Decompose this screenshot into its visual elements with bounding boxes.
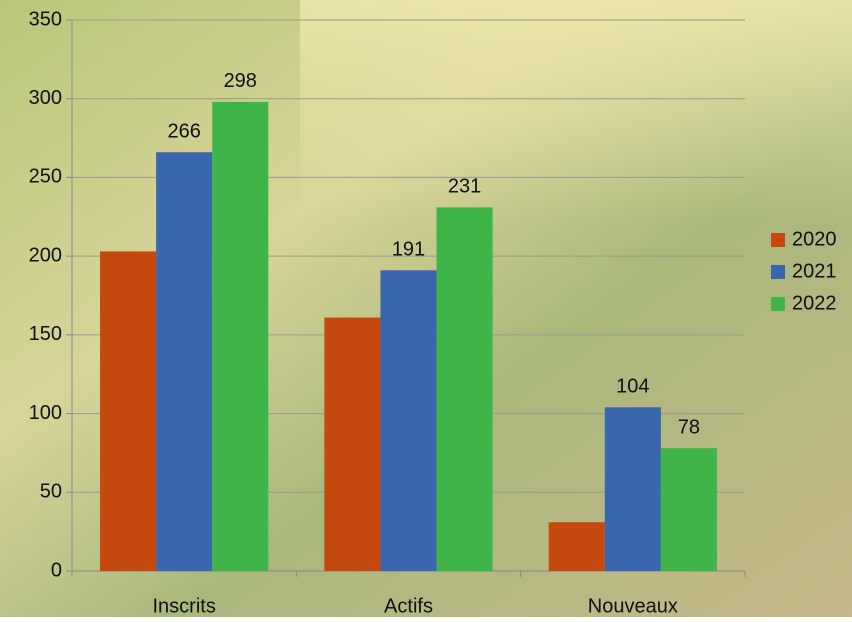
y-tick-label: 0 — [51, 559, 62, 581]
bar — [100, 251, 157, 572]
y-tick-label: 350 — [29, 8, 62, 30]
bar — [548, 522, 605, 571]
bar — [436, 207, 493, 571]
x-tick-label: Inscrits — [152, 595, 215, 617]
y-tick-label: 150 — [29, 323, 62, 345]
value-label: 231 — [448, 176, 481, 198]
y-tick-label: 200 — [29, 244, 62, 266]
value-label: 78 — [678, 416, 700, 438]
bar — [660, 448, 717, 571]
x-tick-label: Actifs — [384, 595, 433, 617]
value-label: 266 — [167, 121, 200, 143]
bar — [324, 317, 381, 571]
y-tick-label: 250 — [29, 166, 62, 188]
legend-label: 2020 — [792, 228, 837, 250]
bar — [212, 101, 269, 571]
value-label: 191 — [392, 239, 425, 261]
y-tick-label: 300 — [29, 87, 62, 109]
value-label: 298 — [224, 70, 257, 92]
legend-swatch — [771, 297, 785, 311]
x-tick-label: Nouveaux — [588, 595, 678, 617]
legend-label: 2022 — [792, 292, 837, 314]
legend-label: 2021 — [792, 260, 837, 282]
y-tick-label: 50 — [40, 481, 62, 503]
bar — [156, 152, 213, 572]
bar — [604, 407, 661, 571]
legend-swatch — [771, 265, 785, 279]
bar — [380, 270, 437, 571]
y-tick-label: 100 — [29, 402, 62, 424]
legend-swatch — [771, 233, 785, 247]
value-label: 104 — [616, 376, 649, 398]
background-light — [300, 0, 852, 220]
